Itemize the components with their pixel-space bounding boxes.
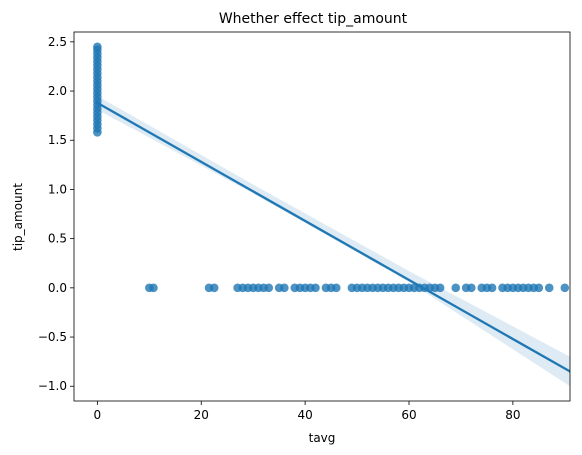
y-axis-label: tip_amount [11,183,25,251]
data-point [451,283,461,293]
data-point [435,283,445,293]
x-axis: 0 20 40 60 80 [94,401,521,422]
data-point [544,283,554,293]
data-point [560,283,570,293]
plot-frame [73,31,571,402]
data-point [311,283,320,293]
y-tick-label: 1.0 [48,182,67,196]
data-point [209,283,219,293]
data-point [280,283,289,293]
data-point [487,283,497,293]
data-point [264,283,274,293]
y-tick-label: 1.5 [48,133,67,147]
x-tick-label: 60 [401,408,416,422]
x-tick-label: 20 [194,408,209,422]
data-point [149,283,158,293]
y-tick-label: −0.5 [38,330,67,344]
data-point [93,42,102,52]
confidence-band [97,95,570,387]
chart-title: Whether effect tip_amount [219,11,408,27]
data-point [467,283,476,293]
y-tick-label: 2.0 [48,84,67,98]
y-axis: −1.0 −0.5 0.0 0.5 1.0 1.5 2.0 2.5 [38,35,74,393]
y-tick-label: 0.0 [48,281,67,295]
y-tick-label: 2.5 [48,35,67,49]
x-tick-label: 40 [297,408,312,422]
x-axis-label: tavg [309,431,336,445]
regression-line [95,101,570,373]
plot-content [93,42,570,387]
data-point [331,283,341,293]
y-tick-label: 0.5 [48,232,67,246]
plot-area [93,42,570,387]
x-tick-label: 0 [94,408,102,422]
y-tick-label: −1.0 [38,379,67,393]
x-tick-label: 80 [505,408,520,422]
data-point [534,283,544,293]
